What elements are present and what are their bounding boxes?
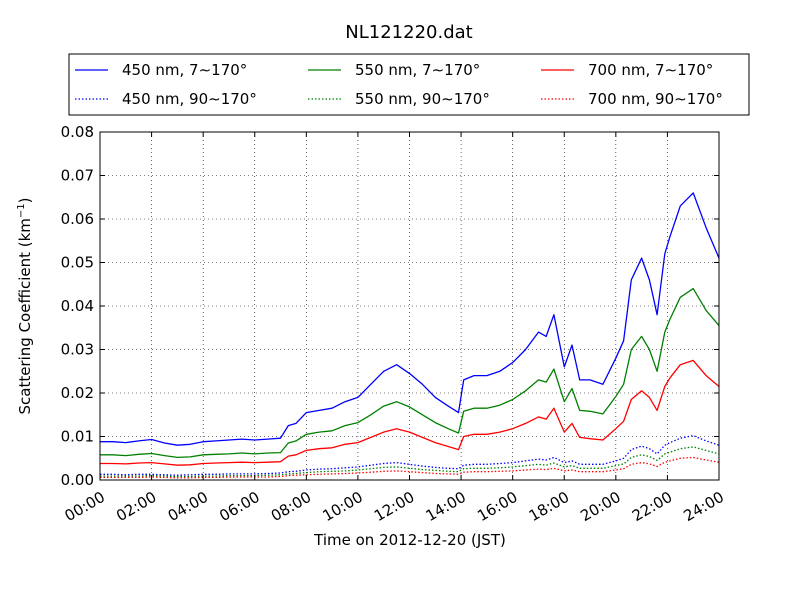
y-tick-label: 0.04: [61, 297, 94, 315]
y-tick-label: 0.00: [61, 471, 94, 489]
x-tick-label: 12:00: [371, 488, 417, 525]
y-tick-label: 0.02: [61, 384, 94, 402]
series-line-3: [100, 446, 720, 478]
y-tick-label: 0.08: [61, 123, 94, 141]
series-line-1: [100, 434, 720, 476]
x-tick-label: 08:00: [268, 488, 314, 525]
x-tick-label: 06:00: [216, 488, 262, 525]
y-tick-label: 0.07: [61, 167, 94, 185]
grid: [99, 131, 720, 481]
x-tick-label: 22:00: [629, 488, 675, 525]
x-axis-label: Time on 2012-12-20 (JST): [313, 531, 506, 549]
ticks: 00:00 02:00 04:00 06:00 08:00 10:00 12:00 14:00…: [61, 123, 727, 525]
x-tick-label: 24:00: [681, 488, 727, 525]
y-axis-label-end: ): [16, 197, 34, 203]
series-line-5: [100, 456, 720, 479]
x-tick-label: 16:00: [474, 488, 520, 525]
legend-label-1: 450 nm, 90∼170°: [122, 90, 257, 108]
y-tick-label: 0.01: [61, 428, 94, 446]
chart-title: NL121220.dat: [345, 22, 472, 43]
y-axis-label: Scattering Coefficient (km−1): [16, 197, 34, 414]
y-tick-label: 0.03: [61, 341, 94, 359]
x-tick-label: 14:00: [423, 488, 469, 525]
legend-label-4: 700 nm, 7∼170°: [588, 61, 713, 79]
x-tick-label: 04:00: [165, 488, 211, 525]
legend-label-3: 550 nm, 90∼170°: [355, 90, 490, 108]
legend: 450 nm, 7∼170° 450 nm, 90∼170° 550 nm, 7∼1…: [68, 53, 750, 116]
y-axis-label-sup: −1: [16, 203, 27, 218]
x-tick-label: 00:00: [62, 488, 108, 525]
y-tick-label: 0.05: [61, 254, 94, 272]
x-tick-label: 18:00: [526, 488, 572, 525]
x-tick-label: 20:00: [577, 488, 623, 525]
series-line-2: [100, 287, 720, 459]
y-axis-label-main: Scattering Coefficient (km: [16, 218, 34, 414]
legend-label-2: 550 nm, 7∼170°: [355, 61, 480, 79]
x-tick-label: 02:00: [113, 488, 159, 525]
legend-frame: [68, 53, 750, 116]
y-tick-label: 0.06: [61, 210, 94, 228]
x-tick-label: 10:00: [319, 488, 365, 525]
plot-frame: [99, 131, 720, 481]
series-line-0: [100, 192, 720, 446]
legend-label-0: 450 nm, 7∼170°: [122, 61, 247, 79]
legend-label-5: 700 nm, 90∼170°: [588, 90, 723, 108]
series-layer: [100, 192, 720, 479]
series-line-4: [100, 359, 720, 466]
